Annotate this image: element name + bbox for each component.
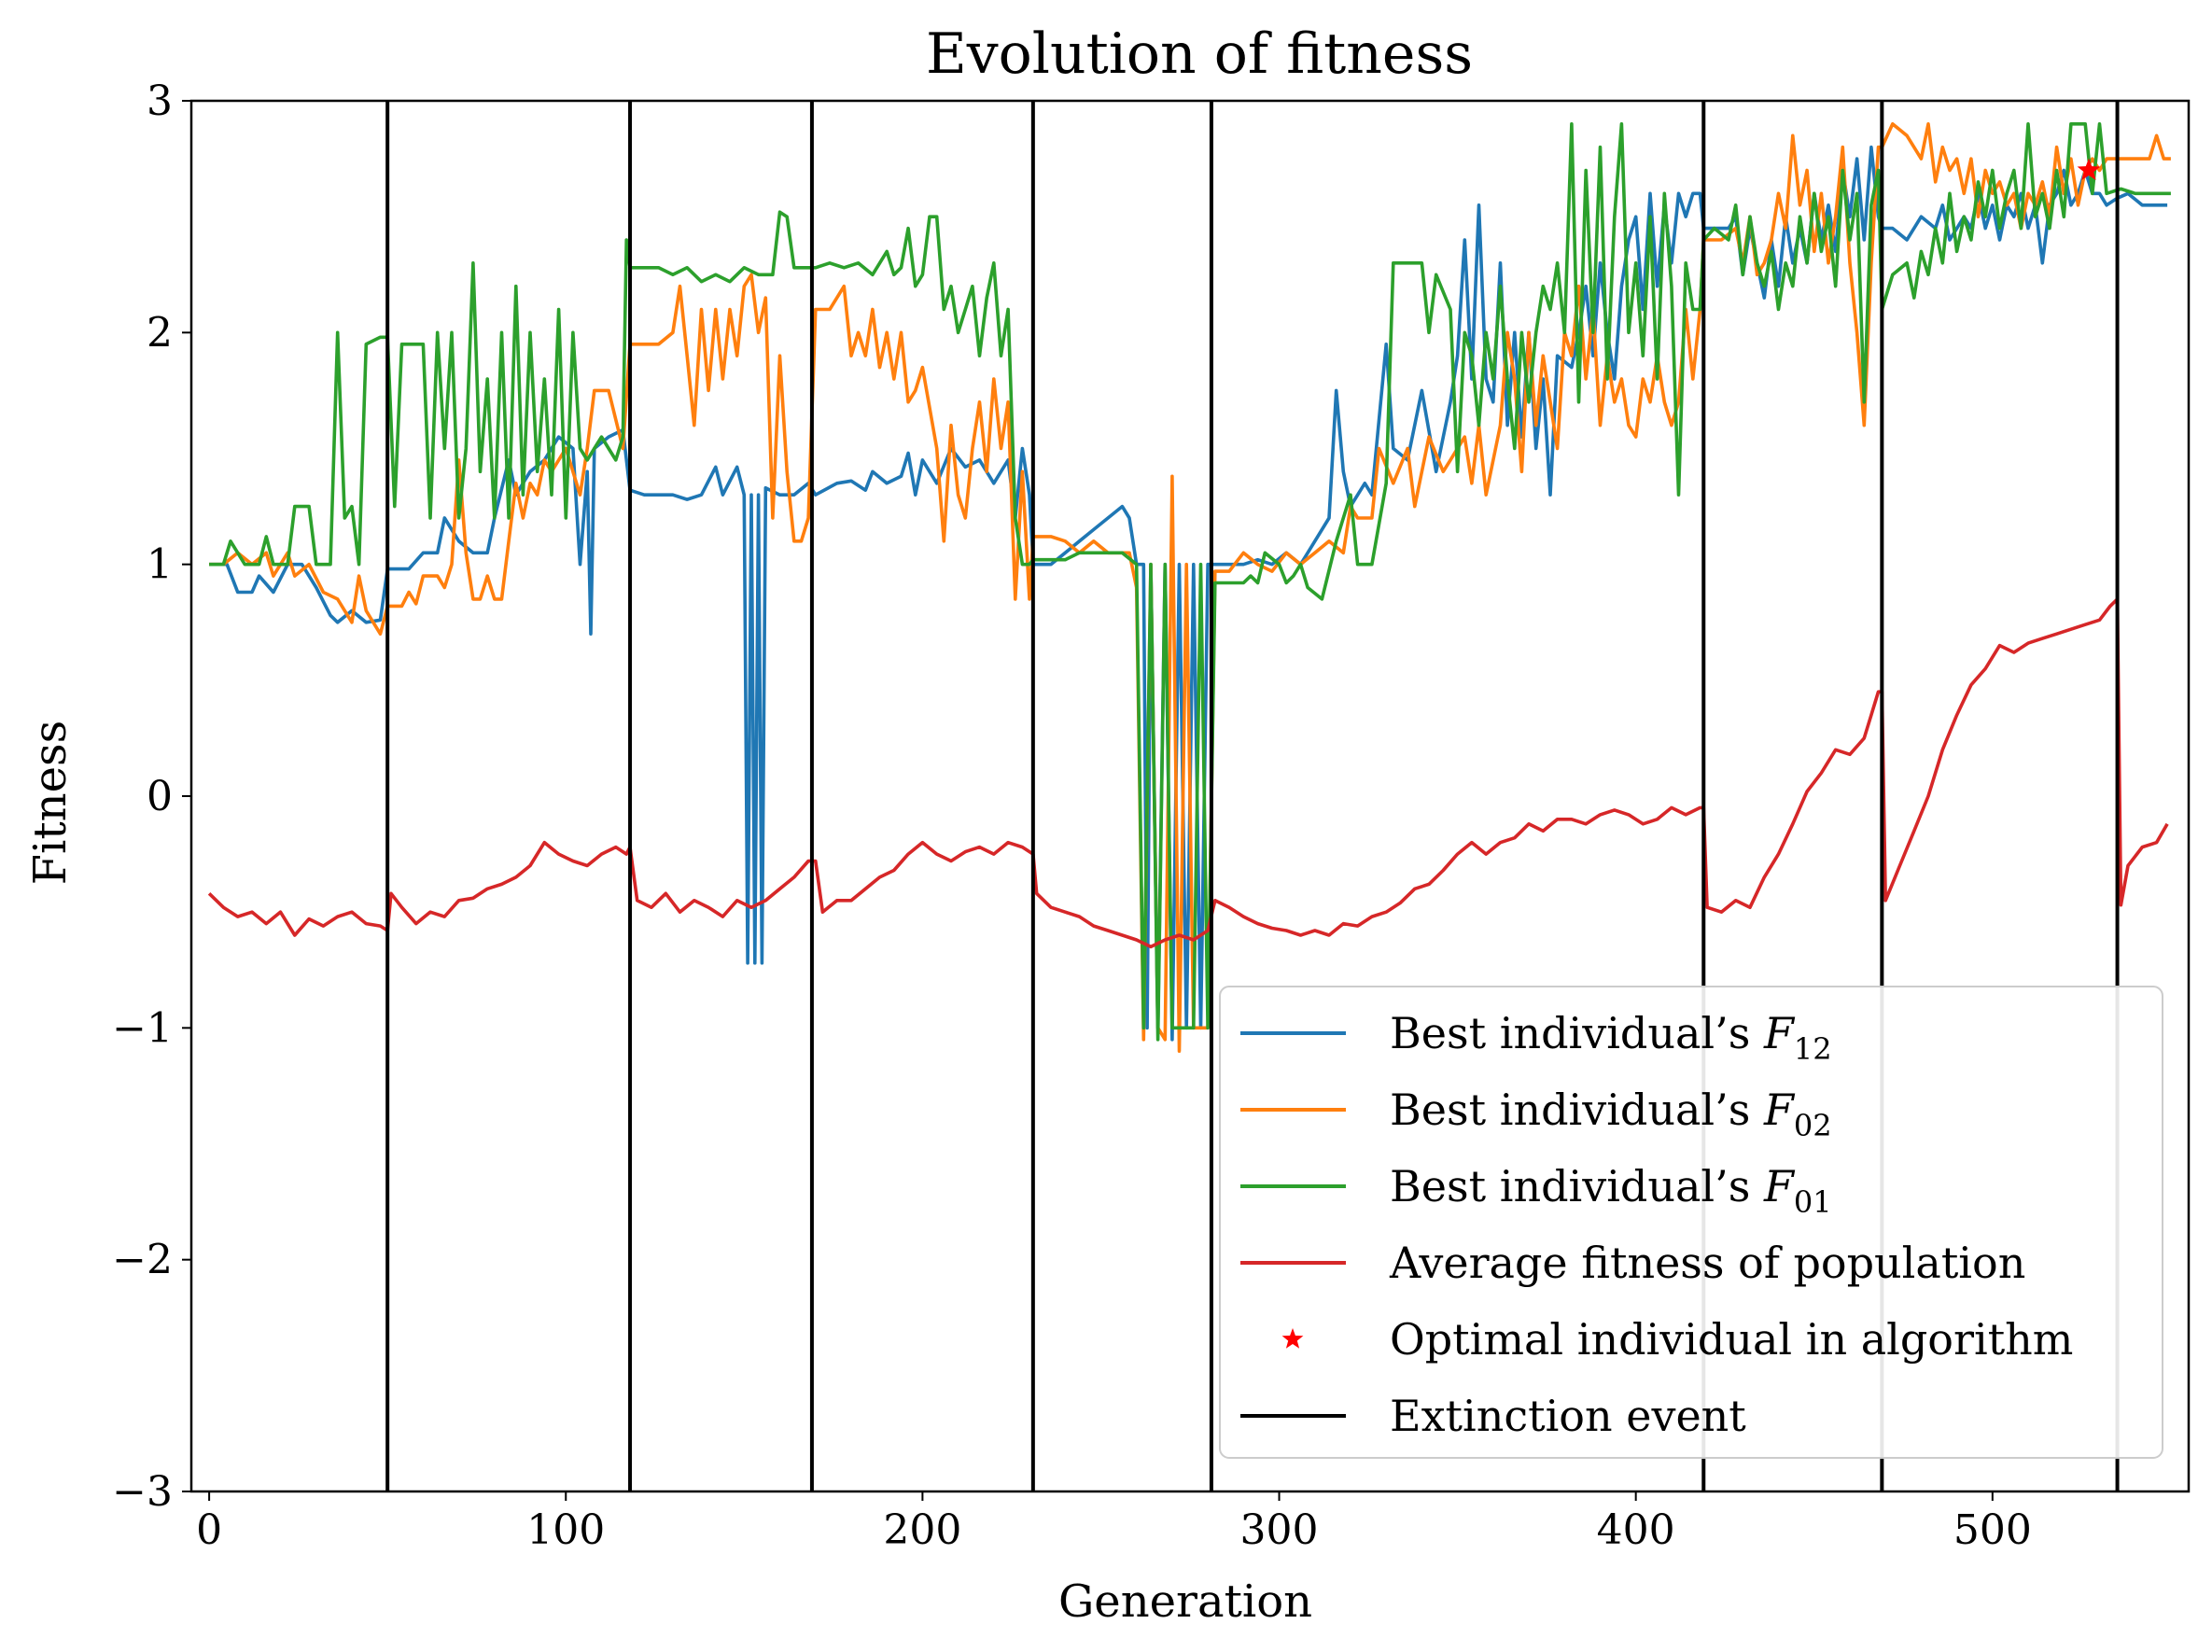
legend-label-symbol: F (1763, 1008, 1796, 1058)
y-tick-label: −1 (112, 1004, 173, 1052)
y-tick-label: −3 (112, 1468, 173, 1516)
y-tick-label: 1 (147, 541, 173, 589)
y-tick-label: 0 (147, 773, 173, 820)
legend-label-text: Best individual’s (1390, 1161, 1764, 1211)
x-tick-label: 300 (1240, 1506, 1319, 1554)
legend-label-1: Best individual’s F02 (1390, 1085, 1832, 1143)
legend-label-text: Average fitness of population (1389, 1238, 2025, 1288)
legend-marker-star (1281, 1328, 1304, 1349)
series-line-0 (209, 145, 2168, 1042)
legend-label-subscript: 12 (1794, 1031, 1832, 1067)
legend-label-symbol: F (1763, 1085, 1796, 1135)
x-tick-label: 500 (1953, 1506, 2032, 1554)
series-line-3 (207, 597, 2169, 949)
x-tick-label: 400 (1597, 1506, 1675, 1554)
y-tick-label: 2 (147, 309, 173, 357)
x-tick-label: 0 (196, 1506, 222, 1554)
legend-label-2: Best individual’s F01 (1390, 1161, 1832, 1220)
legend-label-text: Extinction event (1390, 1391, 1746, 1441)
legend-label-text: Optimal individual in algorithm (1390, 1314, 2073, 1365)
legend-label-text: Best individual’s (1390, 1008, 1764, 1058)
legend-label-5: Extinction event (1390, 1391, 1746, 1441)
legend-label-0: Best individual’s F12 (1390, 1008, 1832, 1067)
legend-box (1219, 986, 2163, 1459)
legend-label-symbol: F (1763, 1161, 1796, 1211)
legend-label-subscript: 01 (1794, 1184, 1832, 1220)
y-axis-label: Fitness (24, 721, 77, 886)
y-tick-label: 3 (147, 77, 173, 125)
series-line-2 (209, 122, 2171, 1042)
x-tick-label: 100 (526, 1506, 605, 1554)
chart-title: Evolution of fitness (926, 21, 1473, 87)
legend-label-subscript: 02 (1794, 1108, 1832, 1143)
legend-label-text: Best individual’s (1390, 1085, 1764, 1135)
y-tick-label: −2 (112, 1237, 173, 1284)
optimal-point-marker (2077, 158, 2101, 180)
x-axis-label: Generation (1058, 1575, 1312, 1628)
legend-label-4: Optimal individual in algorithm (1390, 1314, 2073, 1365)
legend-label-3: Average fitness of population (1389, 1238, 2025, 1288)
x-tick-label: 200 (883, 1506, 961, 1554)
